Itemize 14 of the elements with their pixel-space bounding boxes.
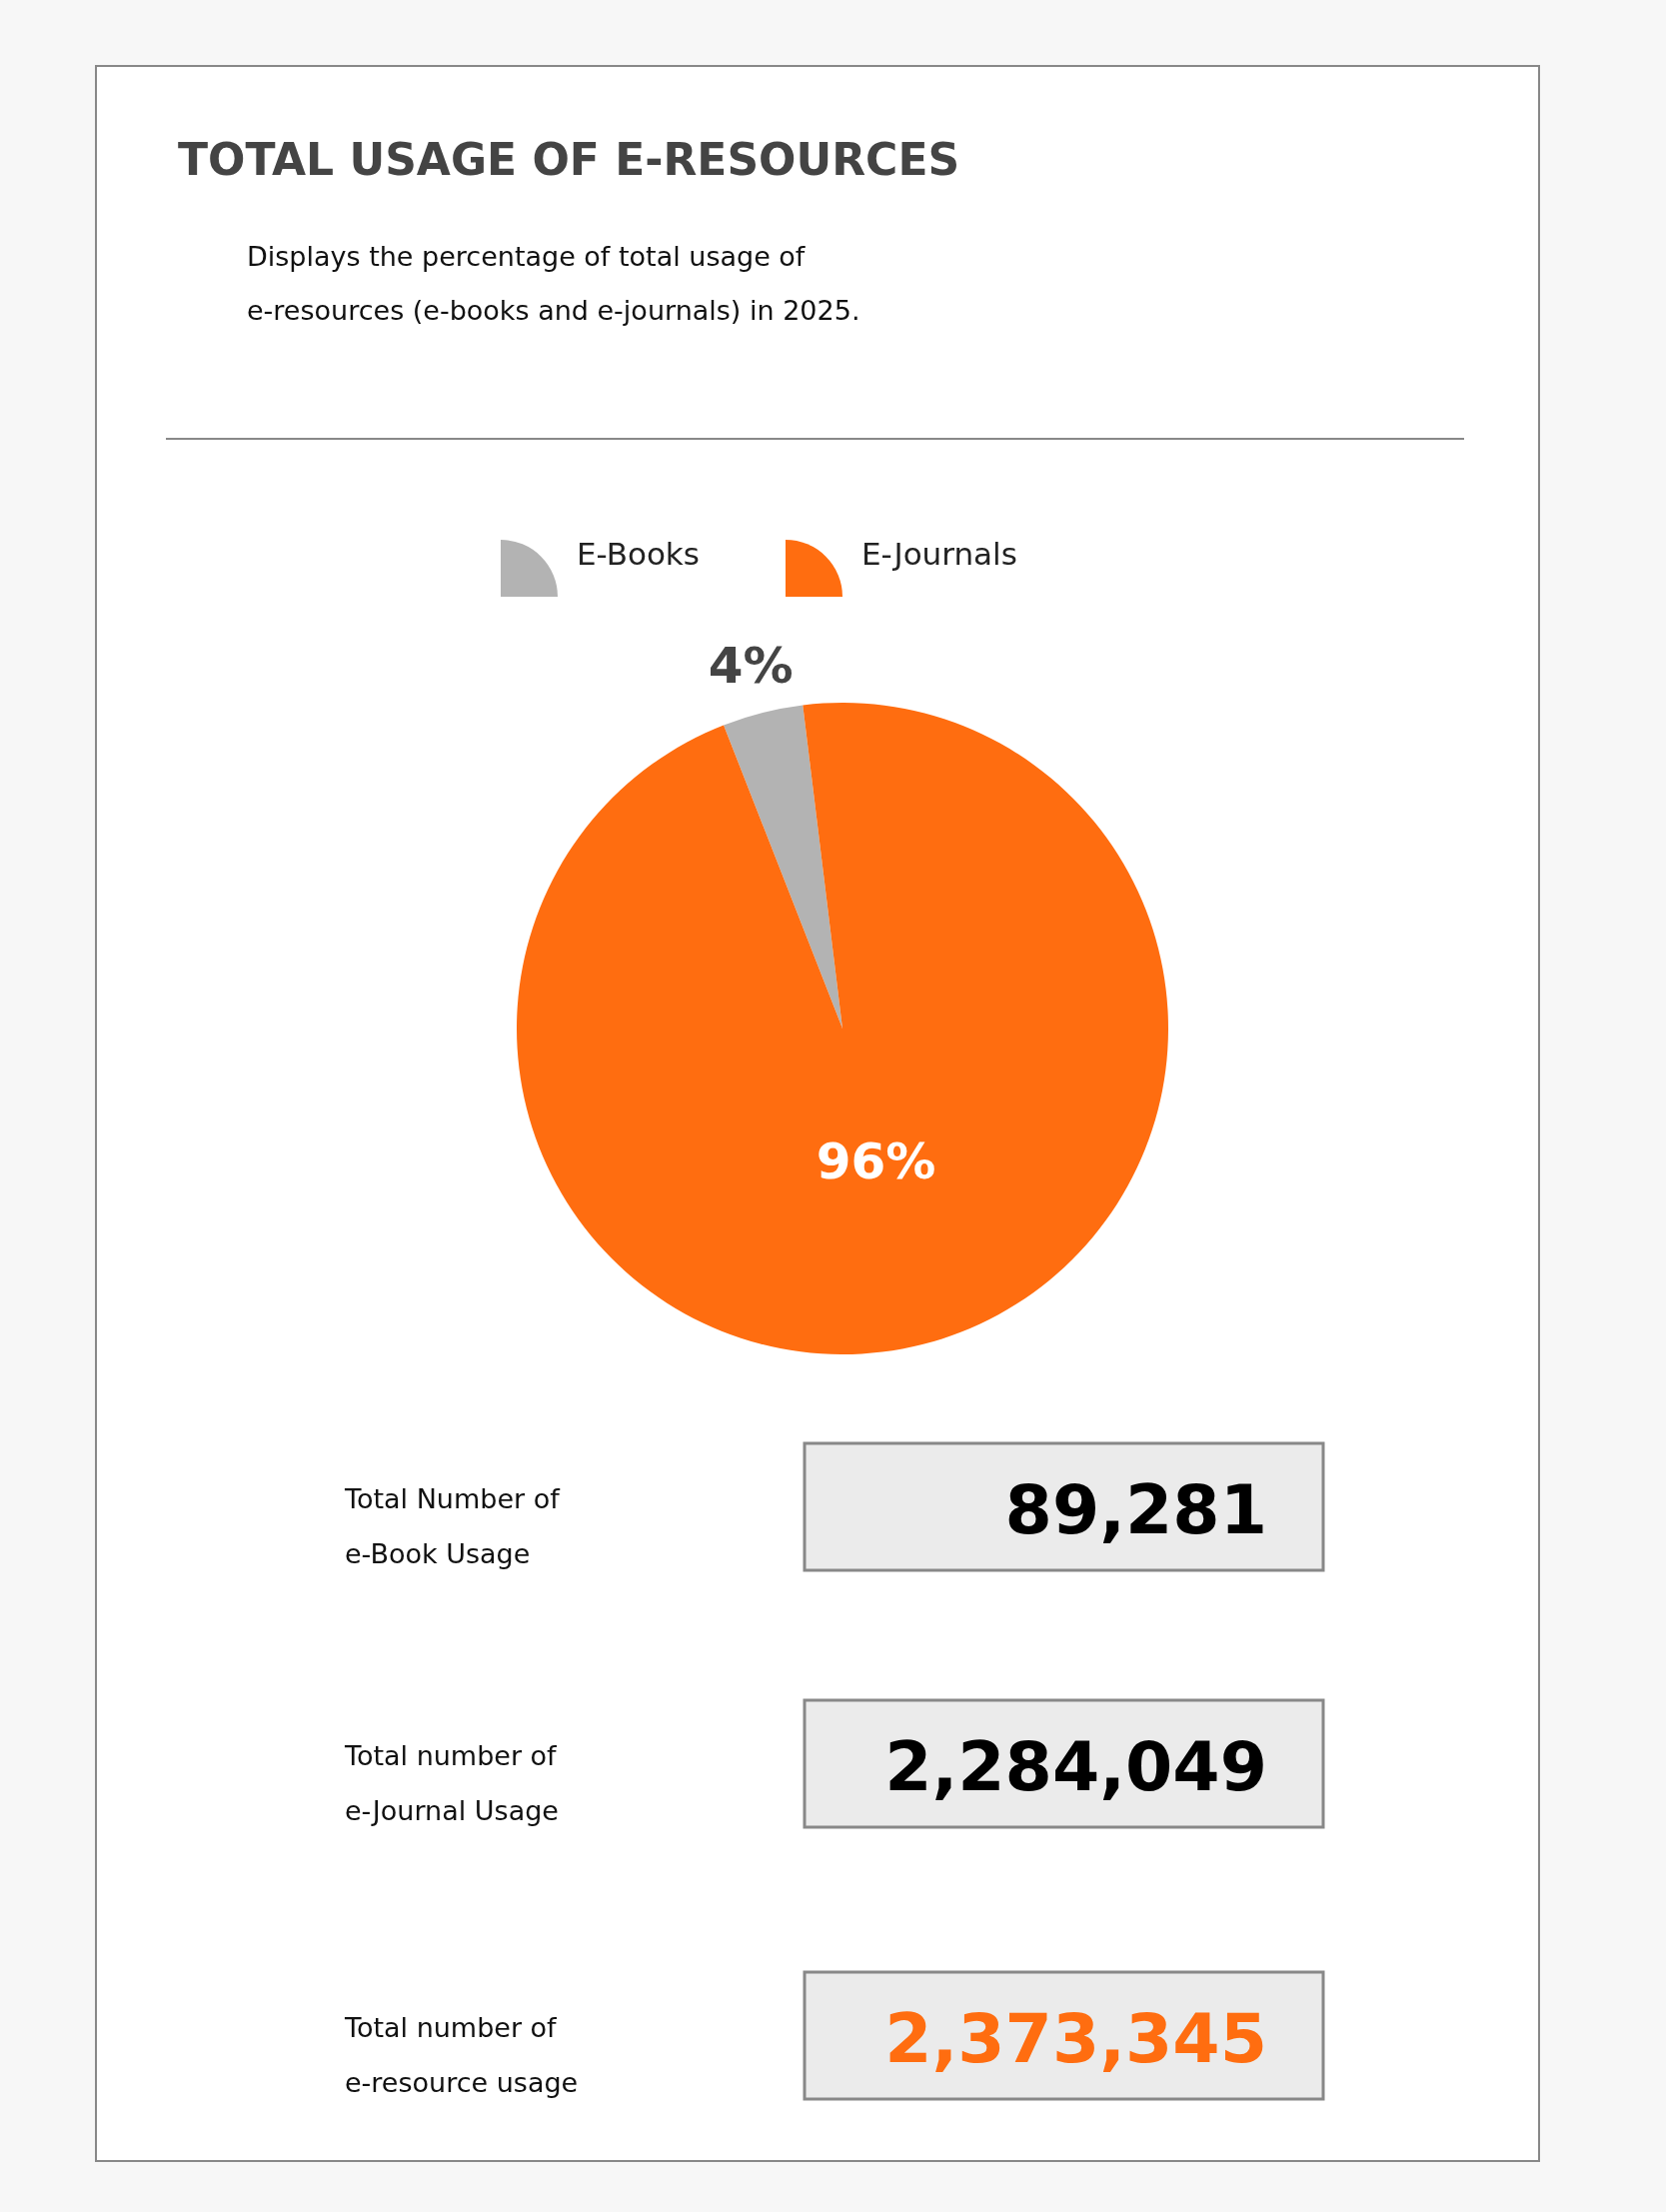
chart-title: TOTAL USAGE OF E-RESOURCES: [178, 134, 960, 185]
category-label: Total number of e-Journal Usage: [344, 1740, 559, 1826]
legend-label: E-Books: [577, 536, 700, 572]
pie-slice: [517, 703, 1168, 1354]
category-label: Total Number of e-Book Usage: [344, 1483, 562, 1569]
category-label: Total number of e-resource usage: [344, 2012, 579, 2098]
data-label: 4%: [708, 637, 794, 696]
data-label: 89,281: [1004, 1469, 1267, 1549]
legend-label: E-Journals: [861, 536, 1017, 572]
data-label: 2,284,049: [884, 1726, 1267, 1806]
data-label: 2,373,345: [884, 1998, 1267, 2078]
data-label: 96%: [816, 1131, 936, 1190]
pie-slice: [724, 705, 842, 1029]
chart-subtitle: Displays the percentage of total usage of e-resources (e-books and e-journals) in 2025.: [247, 241, 860, 326]
